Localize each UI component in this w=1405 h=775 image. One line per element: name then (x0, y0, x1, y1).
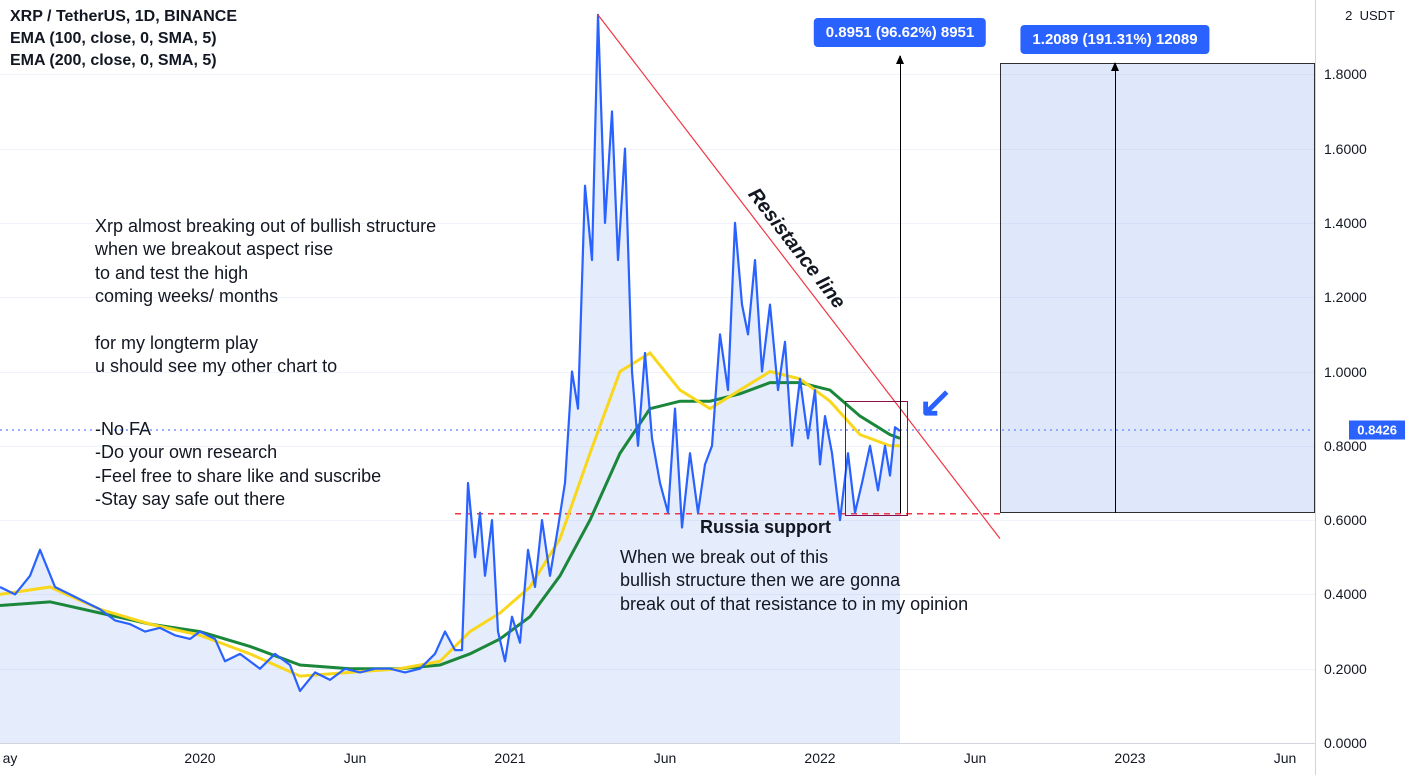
annotation-bullets: -No FA -Do your own research -Feel free … (95, 418, 381, 512)
xtick-label: 2020 (184, 750, 215, 766)
ytick-label: 1.0000 (1324, 364, 1367, 380)
target-label: 1.2089 (191.31%) 12089 (1020, 25, 1209, 54)
xtick-label: 2022 (804, 750, 835, 766)
breakout-rect (845, 401, 908, 516)
ytick-label: 1.4000 (1324, 215, 1367, 231)
ytick-label: 0.2000 (1324, 661, 1367, 677)
ytick-label: 0.4000 (1324, 586, 1367, 602)
annotation-main: Xrp almost breaking out of bullish struc… (95, 215, 436, 379)
y-top-extra: 2 (1345, 8, 1352, 23)
breakout-arrow-icon: ↙ (918, 377, 953, 426)
price-area (0, 15, 900, 743)
xtick-label: Jun (964, 750, 987, 766)
xtick-label: ay (3, 750, 18, 766)
ema200-label: EMA (200, close, 0, SMA, 5) (10, 52, 217, 70)
ytick-label: 1.8000 (1324, 66, 1367, 82)
xtick-label: 2023 (1114, 750, 1145, 766)
ytick-label: 0.0000 (1324, 735, 1367, 751)
ytick-label: 0.6000 (1324, 512, 1367, 528)
target-box (1000, 63, 1315, 513)
target-arrow (1115, 63, 1116, 513)
x-axis: ay 2020 Jun 2021 Jun 2022 Jun 2023 Jun (0, 743, 1315, 775)
ytick-label: 1.6000 (1324, 141, 1367, 157)
support-label: Russia support (700, 517, 831, 538)
target-arrow (900, 56, 901, 513)
xtick-label: Jun (1274, 750, 1297, 766)
xtick-label: 2021 (494, 750, 525, 766)
ema100-label: EMA (100, close, 0, SMA, 5) (10, 30, 217, 48)
annotation-breakout: When we break out of this bullish struct… (620, 546, 968, 616)
chart-plot-area[interactable]: XRP / TetherUS, 1D, BINANCE EMA (100, cl… (0, 0, 1315, 775)
xtick-label: Jun (344, 750, 367, 766)
y-unit: USDT (1360, 8, 1395, 23)
xtick-label: Jun (654, 750, 677, 766)
symbol-label: XRP / TetherUS, 1D, BINANCE (10, 8, 237, 26)
ytick-label: 1.2000 (1324, 289, 1367, 305)
y-axis: 2 USDT 0.0000 0.2000 0.4000 0.6000 0.8000 1.0… (1315, 0, 1405, 775)
target-label: 0.8951 (96.62%) 8951 (814, 18, 986, 47)
ytick-label: 0.8000 (1324, 438, 1367, 454)
current-price-badge: 0.8426 (1349, 420, 1405, 439)
